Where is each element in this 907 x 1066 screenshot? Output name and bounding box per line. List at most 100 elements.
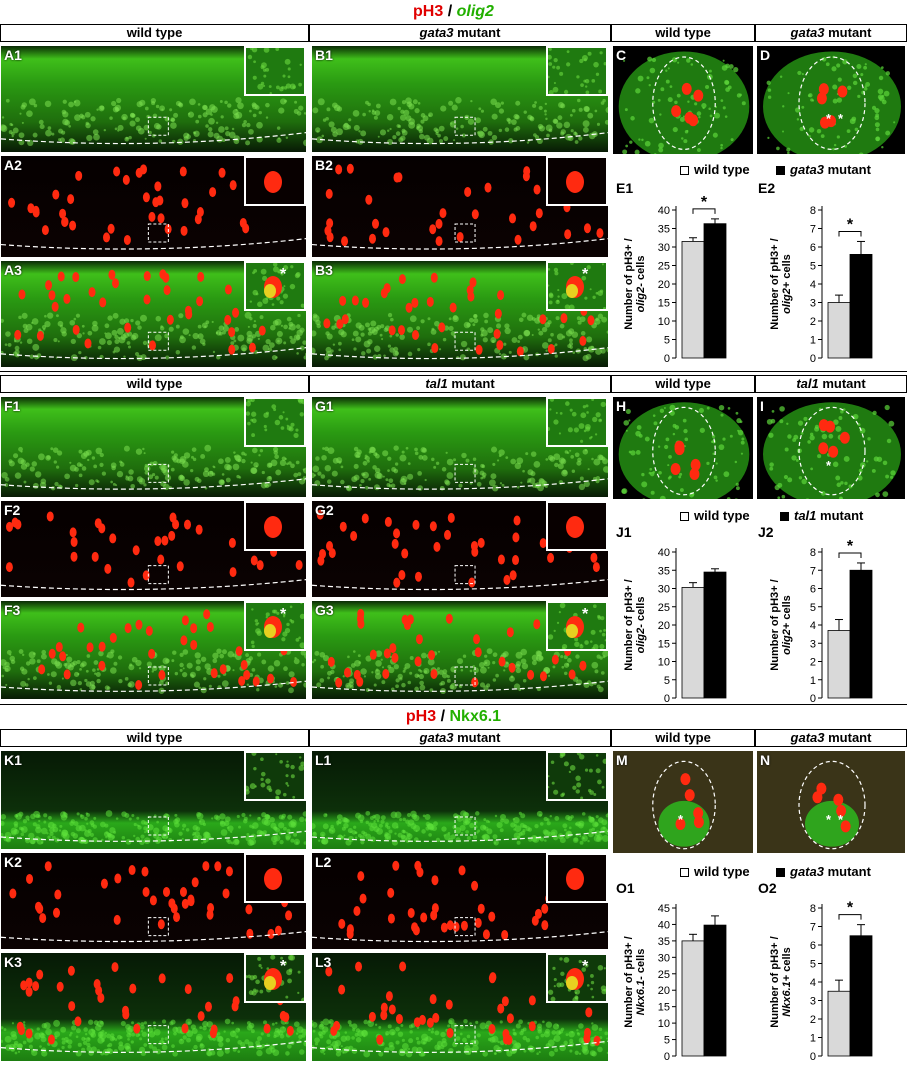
chart-J2: Number of pH3+ /olig2+ cells 0 1 2 3 4 5 6 7 8 * xyxy=(769,538,873,705)
cross-section-image: * * xyxy=(757,751,905,853)
zoom-inset xyxy=(244,751,306,801)
chart-O1: Number of pH3+ /Nkx6.1- cells 0 5 10 15 20 25 3… xyxy=(623,903,727,1063)
y-tick-label: 6 xyxy=(810,584,816,596)
panel-G1: G1 xyxy=(311,396,609,498)
header-gata3-3: gata3 mutant xyxy=(309,729,611,747)
y-tick-label: 10 xyxy=(658,316,670,328)
chart-E2: Number of pH3+ /olig2+ cells 0 1 2 3 4 5 6 7 8 * xyxy=(769,205,873,365)
y-tick-label: 30 xyxy=(658,584,670,596)
zoom-inset xyxy=(244,501,306,551)
cross-section-image: * xyxy=(613,751,753,853)
panel-B2: B2 xyxy=(311,155,609,258)
panel-label: G1 xyxy=(315,398,334,414)
zoom-inset: * xyxy=(546,261,608,311)
header-text: mutant xyxy=(824,25,872,40)
title-separator: / xyxy=(443,3,457,20)
legend-swatch-open xyxy=(680,868,689,878)
asterisk: * xyxy=(678,812,684,827)
asterisk: * xyxy=(826,111,832,126)
y-tick-label: 15 xyxy=(658,298,670,310)
zoom-inset xyxy=(244,46,306,96)
title-ph3: pH3 xyxy=(405,708,437,725)
asterisk: * xyxy=(838,111,844,126)
legend-gata3-E: gata3 mutant xyxy=(776,162,871,177)
y-tick-label: 0 xyxy=(810,1051,816,1063)
panel-D: * * D xyxy=(756,45,906,155)
panel-label: B2 xyxy=(315,157,333,173)
y-tick-label: 35 xyxy=(658,936,670,948)
y-tick-label: 0 xyxy=(664,353,670,365)
panel-F3: F3 * xyxy=(0,600,307,700)
y-axis-label: Number of pH3+ /olig2- cells xyxy=(623,238,647,329)
panel-G2: G2 xyxy=(311,500,609,598)
y-tick-label: 45 xyxy=(658,903,670,915)
header-wild-type-6: wild type xyxy=(611,729,755,747)
y-tick-label: 1 xyxy=(810,1033,816,1045)
panel-M: * M xyxy=(612,750,754,854)
panel-label: A2 xyxy=(4,157,22,173)
zoom-inset: * xyxy=(244,953,306,1003)
y-tick-label: 6 xyxy=(810,242,816,254)
significance-bracket xyxy=(838,914,862,920)
title-ph3: pH3 xyxy=(413,3,444,20)
panel-label: L2 xyxy=(315,854,332,870)
zoom-inset xyxy=(546,751,608,801)
panel-H: H xyxy=(612,396,754,500)
panel-A3: A3 * xyxy=(0,260,307,368)
panel-label: L3 xyxy=(315,954,332,970)
y-tick-label: 0 xyxy=(810,693,816,705)
y-tick-label: 30 xyxy=(658,242,670,254)
legend-text: mutant xyxy=(823,864,871,879)
chart-J1: Number of pH3+ /olig2- cells 0 5 10 15 20 25 30… xyxy=(623,547,727,705)
y-tick-label: 2 xyxy=(810,657,816,669)
panel-label: B1 xyxy=(315,47,333,63)
panel-label-O1: O1 xyxy=(616,880,635,896)
panel-A1: A1 xyxy=(0,45,307,153)
header-gene: gata3 xyxy=(419,730,454,745)
header-text: wild type xyxy=(655,25,711,40)
significance-bracket xyxy=(838,230,862,237)
legend-text: mutant xyxy=(823,162,871,177)
chart-O2: Number of pH3+ /Nkx6.1+ cells 0 1 2 3 4 5 6 7 8 * xyxy=(769,900,873,1063)
header-text: wild type xyxy=(655,730,711,745)
figure-title-olig2: pH3 / olig2 xyxy=(0,3,907,21)
y-tick-label: 15 xyxy=(658,1002,670,1014)
legend-tal1-J: tal1 mutant xyxy=(780,508,863,523)
legend-wild-type-E: wild type xyxy=(680,162,750,177)
legend-gene: gata3 xyxy=(790,162,824,177)
y-tick-label: 4 xyxy=(810,279,816,291)
asterisk: * xyxy=(826,812,832,827)
significance-asterisk: * xyxy=(701,196,708,211)
asterisk: * xyxy=(582,606,589,623)
legend-wild-type-J: wild type xyxy=(680,508,750,523)
header-text: mutant xyxy=(824,730,872,745)
header-text: wild type xyxy=(126,25,183,40)
zoom-inset xyxy=(244,397,306,447)
bar-wild-type xyxy=(681,587,705,699)
bar-tal1-mutant xyxy=(703,571,727,699)
significance-bracket xyxy=(692,208,716,214)
title-separator: / xyxy=(436,708,450,725)
bar-gata3-mutant xyxy=(849,935,873,1057)
legend-swatch-open xyxy=(680,166,689,176)
panel-G3: G3 * xyxy=(311,600,609,700)
panel-label: H xyxy=(616,398,627,414)
y-tick-label: 40 xyxy=(658,547,670,559)
y-axis-label: Number of pH3+ /olig2+ cells xyxy=(769,238,793,329)
y-tick-label: 3 xyxy=(810,996,816,1008)
significance-asterisk: * xyxy=(847,900,854,917)
panel-label: G2 xyxy=(315,502,334,518)
header-wild-type-5: wild type xyxy=(0,729,309,747)
bar-gata3-mutant xyxy=(703,924,727,1057)
legend-swatch-filled xyxy=(776,166,785,176)
asterisk: * xyxy=(582,266,589,283)
y-tick-label: 25 xyxy=(658,602,670,614)
panel-label-J1: J1 xyxy=(616,524,632,540)
panel-label-J2: J2 xyxy=(758,524,774,540)
asterisk: * xyxy=(838,812,844,827)
significance-asterisk: * xyxy=(847,216,854,233)
y-tick-label: 5 xyxy=(664,675,670,687)
zoom-inset xyxy=(244,156,306,206)
y-axis-label: Number of pH3+ /olig2- cells xyxy=(623,579,647,670)
panel-label: M xyxy=(616,752,628,768)
